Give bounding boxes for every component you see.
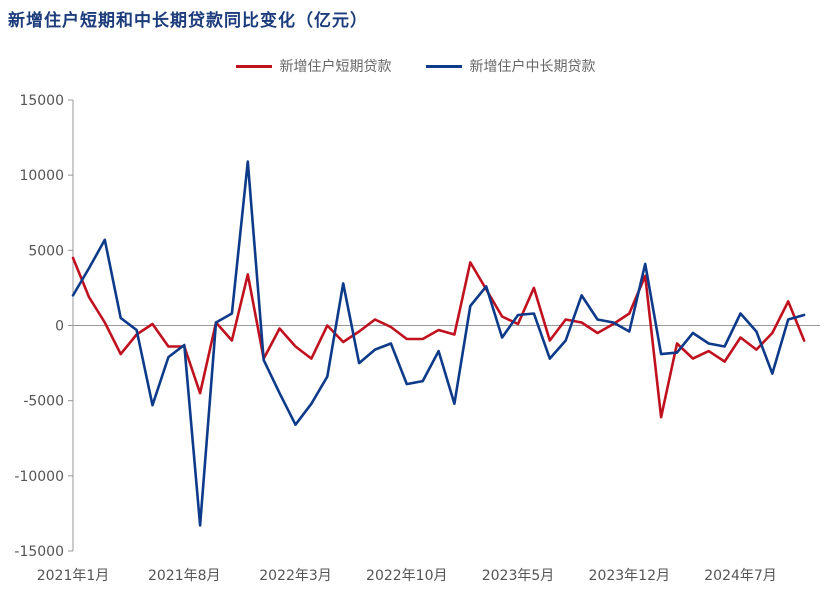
y-tick-label: 0 bbox=[55, 319, 64, 335]
legend-label-short-term: 新增住户短期贷款 bbox=[279, 59, 392, 75]
x-tick-label: 2021年8月 bbox=[148, 568, 221, 584]
y-tick-label: -10000 bbox=[14, 469, 64, 485]
x-tick-label: 2023年5月 bbox=[482, 568, 555, 584]
y-tick-label: -15000 bbox=[14, 544, 64, 560]
legend: 新增住户短期贷款 新增住户中长期贷款 bbox=[0, 56, 831, 76]
x-tick-label: 2022年3月 bbox=[259, 568, 332, 584]
y-tick-label: 15000 bbox=[19, 93, 64, 109]
x-tick-label: 2023年12月 bbox=[589, 568, 670, 584]
legend-item-short-term[interactable]: 新增住户短期贷款 bbox=[235, 56, 392, 76]
y-tick-label: 10000 bbox=[19, 168, 64, 184]
legend-item-long-term[interactable]: 新增住户中长期贷款 bbox=[425, 56, 596, 76]
x-tick-label: 2022年10月 bbox=[366, 568, 447, 584]
legend-swatch-short-term bbox=[235, 64, 272, 68]
series-line-short-term bbox=[71, 256, 806, 419]
y-tick-label: 5000 bbox=[28, 243, 64, 259]
y-tick-label: -5000 bbox=[23, 394, 64, 410]
x-tick-label: 2024年7月 bbox=[704, 568, 777, 584]
chart-title: 新增住户短期和中长期贷款同比变化（亿元） bbox=[8, 11, 368, 31]
legend-label-long-term: 新增住户中长期贷款 bbox=[469, 59, 596, 75]
series-line-long-term bbox=[71, 160, 806, 527]
x-tick-label: 2021年1月 bbox=[37, 568, 110, 584]
legend-swatch-long-term bbox=[425, 64, 462, 68]
